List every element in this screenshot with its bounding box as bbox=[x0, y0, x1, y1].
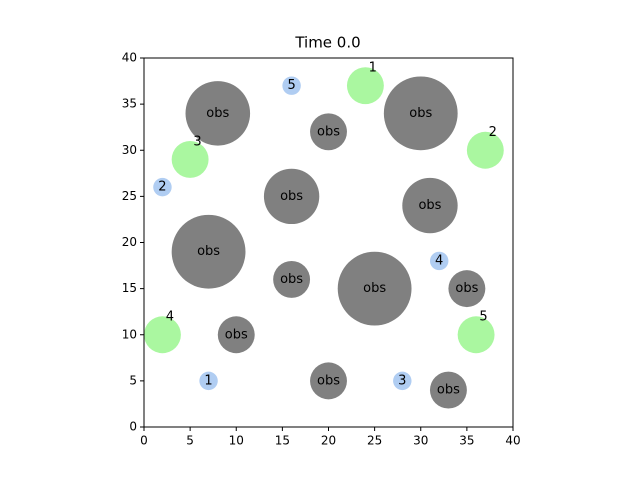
obstacle-label: obs bbox=[206, 106, 229, 121]
obstacle bbox=[383, 76, 458, 151]
obstacle bbox=[448, 270, 486, 308]
obstacle-label: obs bbox=[280, 272, 303, 287]
y-tick-label: 35 bbox=[122, 97, 137, 111]
y-tick-label: 0 bbox=[129, 420, 137, 434]
agent bbox=[199, 371, 218, 391]
agent-label: 5 bbox=[287, 78, 295, 93]
goal-label: 2 bbox=[489, 125, 497, 140]
goal-label: 5 bbox=[479, 310, 487, 325]
agent bbox=[153, 177, 172, 197]
obstacle bbox=[337, 251, 412, 326]
obstacle-label: obs bbox=[363, 281, 386, 296]
obstacle-label: obs bbox=[317, 124, 340, 139]
obstacle-label: obs bbox=[197, 244, 220, 259]
agent-label: 3 bbox=[398, 373, 406, 388]
x-tick-label: 25 bbox=[367, 434, 382, 448]
obstacle bbox=[185, 81, 251, 146]
agent bbox=[282, 76, 301, 95]
y-tick-label: 5 bbox=[129, 373, 137, 387]
y-tick-label: 30 bbox=[122, 143, 137, 157]
y-tick-label: 10 bbox=[122, 327, 137, 341]
agent-label: 2 bbox=[158, 180, 166, 195]
obstacle bbox=[402, 177, 458, 234]
plot-area: obs obs obs obs obs obs obs obs obs obs obs obs 1 2 3 4… bbox=[144, 61, 504, 409]
goal bbox=[144, 316, 181, 354]
obstacle-label: obs bbox=[455, 281, 478, 296]
y-tick-label: 25 bbox=[122, 189, 137, 203]
x-tick-label: 5 bbox=[186, 434, 194, 448]
obstacle-label: obs bbox=[317, 373, 340, 388]
obstacle bbox=[429, 371, 467, 409]
agent bbox=[429, 251, 449, 271]
obstacle-label: obs bbox=[418, 198, 441, 213]
obstacle bbox=[310, 362, 347, 400]
chart-title: Time 0.0 bbox=[294, 34, 360, 52]
obstacle-label: obs bbox=[409, 106, 432, 121]
x-tick-label: 10 bbox=[229, 434, 244, 448]
y-tick-label: 40 bbox=[122, 51, 137, 65]
agent bbox=[393, 371, 412, 391]
obstacle-label: obs bbox=[437, 383, 460, 398]
obstacle bbox=[273, 260, 311, 298]
goal-label: 4 bbox=[166, 310, 174, 325]
goal bbox=[466, 131, 504, 169]
goal-label: 3 bbox=[193, 134, 201, 149]
goal bbox=[457, 316, 495, 354]
x-tick-label: 0 bbox=[140, 434, 148, 448]
x-tick-label: 20 bbox=[321, 434, 336, 448]
obstacle bbox=[263, 168, 320, 225]
obstacle bbox=[217, 316, 255, 354]
obstacle-label: obs bbox=[280, 189, 303, 204]
x-tick-label: 40 bbox=[505, 434, 520, 448]
x-tick-label: 35 bbox=[459, 434, 474, 448]
goal bbox=[171, 141, 209, 178]
x-tick-label: 30 bbox=[413, 434, 428, 448]
obstacle-label: obs bbox=[225, 327, 248, 342]
y-tick-label: 15 bbox=[122, 281, 137, 295]
obstacle bbox=[310, 113, 347, 151]
goal-label: 1 bbox=[369, 61, 377, 76]
agent-label: 1 bbox=[204, 373, 212, 388]
agent-label: 4 bbox=[435, 253, 443, 268]
obstacle bbox=[171, 214, 246, 289]
y-tick-label: 20 bbox=[122, 235, 137, 249]
goal bbox=[346, 67, 384, 105]
x-tick-label: 15 bbox=[275, 434, 290, 448]
